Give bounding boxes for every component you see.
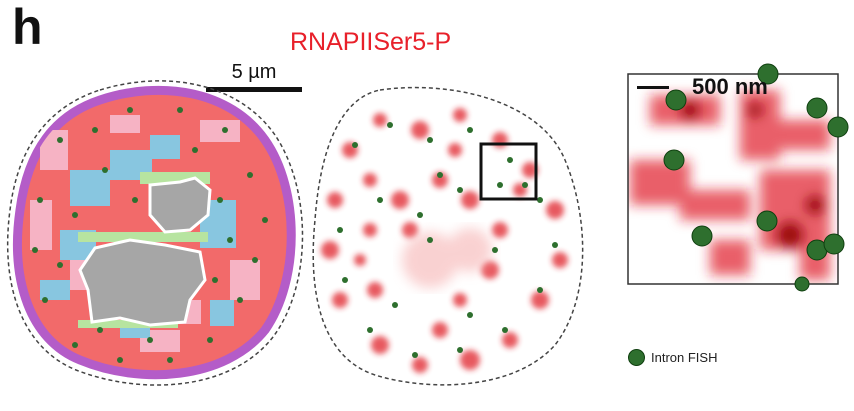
green-circle-icon (628, 349, 645, 366)
fish-dots-left (32, 107, 268, 363)
scale-bar-main: 5 µm (206, 62, 302, 92)
figure-title: RNAPIISer5-P (290, 28, 452, 56)
scale-bar-inset-label: 500 nm (692, 74, 768, 99)
rnapii-stain-nucleus (312, 86, 584, 386)
panel-letter: h (12, 0, 43, 55)
scale-bar-inset-line (637, 86, 669, 89)
fish-dots-inset (663, 63, 849, 292)
legend: Intron FISH (628, 349, 717, 366)
legend-label: Intron FISH (651, 350, 718, 365)
segmented-nucleus (6, 80, 304, 386)
scale-bar-main-line (206, 87, 302, 92)
scale-bar-main-label: 5 µm (231, 61, 277, 83)
zoom-box (479, 142, 538, 201)
inset-zoom-panel (627, 63, 849, 292)
fish-dots-middle (337, 122, 558, 358)
